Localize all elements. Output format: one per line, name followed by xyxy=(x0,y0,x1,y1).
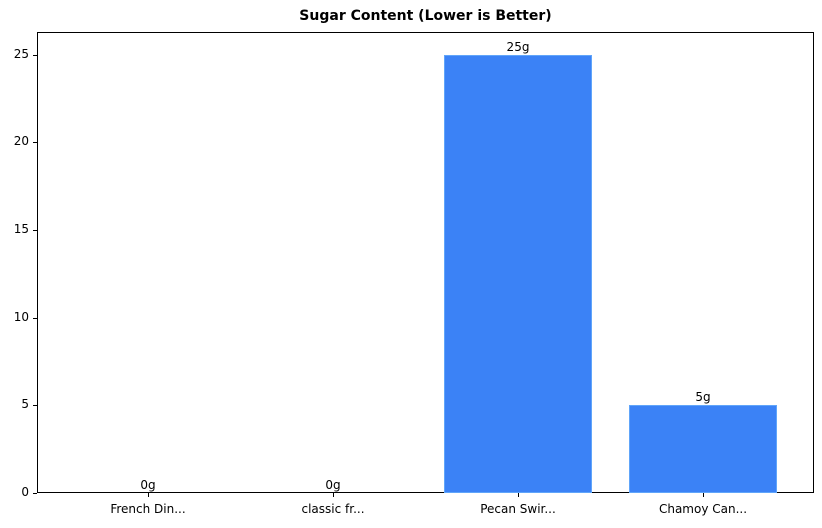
y-tick xyxy=(33,230,37,232)
bar xyxy=(629,405,777,493)
bar-value-label: 25g xyxy=(506,39,530,54)
x-tick xyxy=(333,493,334,497)
bar xyxy=(444,54,592,493)
x-tick xyxy=(148,493,149,497)
y-tick xyxy=(33,317,37,319)
y-tick xyxy=(33,405,37,407)
x-tick-label: Chamoy Can... xyxy=(658,502,748,516)
bar-value-label: 0g xyxy=(325,478,341,492)
y-tick-label: 5 xyxy=(21,397,29,412)
plot-area xyxy=(37,32,814,493)
y-tick xyxy=(33,493,37,494)
y-tick xyxy=(33,142,37,144)
x-tick-label: French Din... xyxy=(110,502,186,516)
chart-title: Sugar Content (Lower is Better) xyxy=(299,8,552,24)
bar-value-label: 5g xyxy=(695,390,711,405)
y-tick xyxy=(33,54,37,56)
y-tick-label: 0 xyxy=(21,485,29,499)
x-tick xyxy=(703,493,704,497)
x-tick-label: classic fr... xyxy=(301,502,365,516)
y-tick-label: 15 xyxy=(13,222,29,237)
y-tick-label: 10 xyxy=(13,309,29,324)
x-tick xyxy=(518,493,519,497)
x-tick-label: Pecan Swir... xyxy=(480,502,556,516)
bar-value-label: 0g xyxy=(140,478,156,492)
y-tick-label: 20 xyxy=(13,134,29,149)
y-tick-label: 25 xyxy=(13,46,29,61)
